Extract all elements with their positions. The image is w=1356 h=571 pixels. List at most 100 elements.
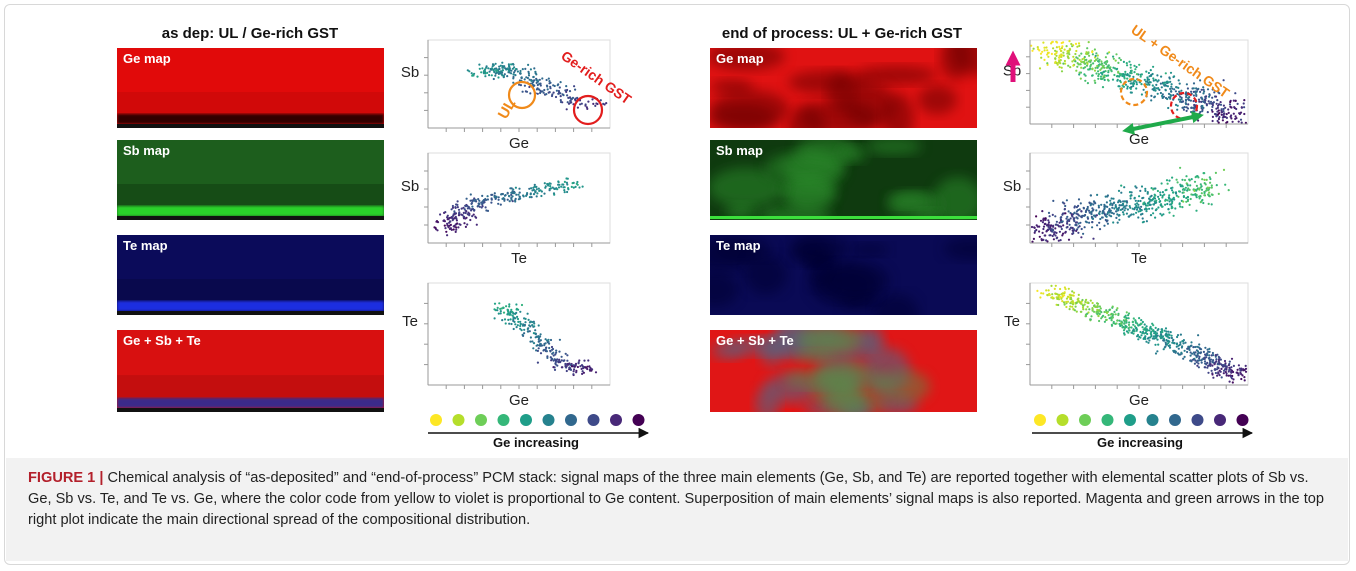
scatter-dot [1126,204,1128,206]
scatter-dot [1237,374,1239,376]
scatter-dot [1187,348,1189,350]
scatter-dot [1137,338,1139,340]
scatter-dot [493,71,495,73]
scatter-dot [1061,67,1063,69]
scatter-dot [1144,208,1146,210]
scatter-dot [1115,60,1117,62]
scatter-dot [533,79,535,81]
scatter-dot [1147,337,1149,339]
scatter-dot [1205,190,1207,192]
scatter-dot [1165,343,1167,345]
scatter-dot [1176,109,1178,111]
scatter-dot [1037,48,1039,50]
scatter-dot [1208,93,1210,95]
scatter-dot [1040,53,1042,55]
legend-dot [633,414,645,426]
scatter-dot [1206,179,1208,181]
scatter-dot [1167,183,1169,185]
scatter-dot [1059,62,1061,64]
scatter-dot [1178,348,1180,350]
map-texture [836,394,887,412]
scatter-dot [549,182,551,184]
scatter-dot [1154,217,1156,219]
scatter-dot [1159,191,1161,193]
scatter-dot [1051,293,1053,295]
scatter-dot [1182,201,1184,203]
scatter-dot [1206,352,1208,354]
scatter-dot [1081,215,1083,217]
scatter-dot [1208,354,1210,356]
scatter-dot [1061,234,1063,236]
scatter-dot [1041,210,1043,212]
scatter-dot [513,328,515,330]
scatter-dot [460,214,462,216]
scatter-dot [1154,335,1156,337]
scatter-dot [1169,203,1171,205]
scatter-dot [1223,116,1225,118]
scatter-dot [494,75,496,77]
map-texture [786,177,834,212]
scatter-dot [1109,204,1111,206]
scatter-dot [507,199,509,201]
scatter-dot [517,321,519,323]
scatter-dot [1072,65,1074,67]
scatter-dot [1118,215,1120,217]
scatter-dot [455,231,457,233]
scatter-dot [1220,368,1222,370]
scatter-dot [1059,48,1061,50]
scatter-dot [511,187,513,189]
scatter-dot [1075,50,1077,52]
scatter-dot [1224,368,1226,370]
scatter-dot [1084,56,1086,58]
scatter-dot [524,321,526,323]
scatter-dot [1220,371,1222,373]
scatter-dot [525,195,527,197]
scatter-dot [1069,228,1071,230]
scatter-dot [539,90,541,92]
scatter-dot [1155,87,1157,89]
scatter-dot [1077,298,1079,300]
scatter-dot [1109,200,1111,202]
scatter-dot [566,360,568,362]
scatter-dot [1100,317,1102,319]
scatter-dot [1134,197,1136,199]
scatter-dot [519,325,521,327]
scatter-dot [558,181,560,183]
scatter-dot [548,347,550,349]
scatter-dot [1221,376,1223,378]
map-texture [790,235,847,264]
scatter-dot [1139,208,1141,210]
scatter-dot [1089,67,1091,69]
scatter-dot [1211,97,1213,99]
scatter-dot [1167,85,1169,87]
scatter-dot [1150,74,1152,76]
scatter-dot [1127,314,1129,316]
scatter-dot [1047,56,1049,58]
scatter-dot [1062,220,1064,222]
scatter-dot [456,204,458,206]
scatter-dot [549,185,551,187]
scatter-dot [1073,58,1075,60]
scatter-dot [1093,200,1095,202]
scatter-dot [587,359,589,361]
scatter-dot [1173,88,1175,90]
scatter-dot [1144,190,1146,192]
scatter-dot [1211,361,1213,363]
scatter-dot [1128,324,1130,326]
scatter-dot [1126,311,1128,313]
y-axis-label: Te [402,313,418,330]
scatter-dot [1063,301,1065,303]
scatter-dot [1195,94,1197,96]
scatter-dot [1232,121,1234,123]
scatter-dot [1057,64,1059,66]
signal-map: Ge + Sb + Te [117,330,384,412]
scatter-dot [1078,55,1080,57]
scatter-dot [1218,116,1220,118]
scatter-dot [574,89,576,91]
scatter-dot [1186,110,1188,112]
scatter-dot [1084,214,1086,216]
scatter-dot [1088,308,1090,310]
scatter-dot [1132,321,1134,323]
map-label: Ge + Sb + Te [123,333,201,348]
scatter-dot [1064,291,1066,293]
